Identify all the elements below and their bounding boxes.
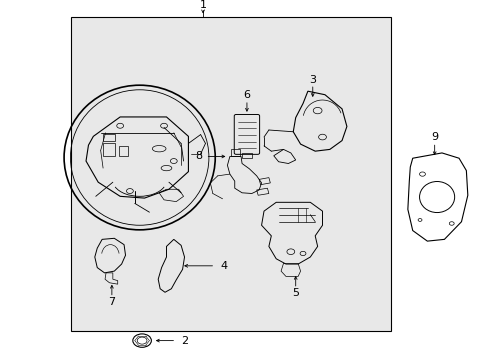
Text: 6: 6 <box>243 90 250 100</box>
Text: 9: 9 <box>430 132 437 142</box>
Text: 5: 5 <box>292 288 299 298</box>
Text: 4: 4 <box>220 261 227 271</box>
Text: 7: 7 <box>108 297 115 307</box>
Text: 2: 2 <box>181 336 188 346</box>
Text: 1: 1 <box>199 0 206 10</box>
Bar <box>103 143 115 156</box>
Bar <box>119 146 128 156</box>
Bar <box>103 134 115 141</box>
Text: 8: 8 <box>195 152 203 161</box>
Bar <box>71 17 390 331</box>
Text: 3: 3 <box>308 75 316 85</box>
